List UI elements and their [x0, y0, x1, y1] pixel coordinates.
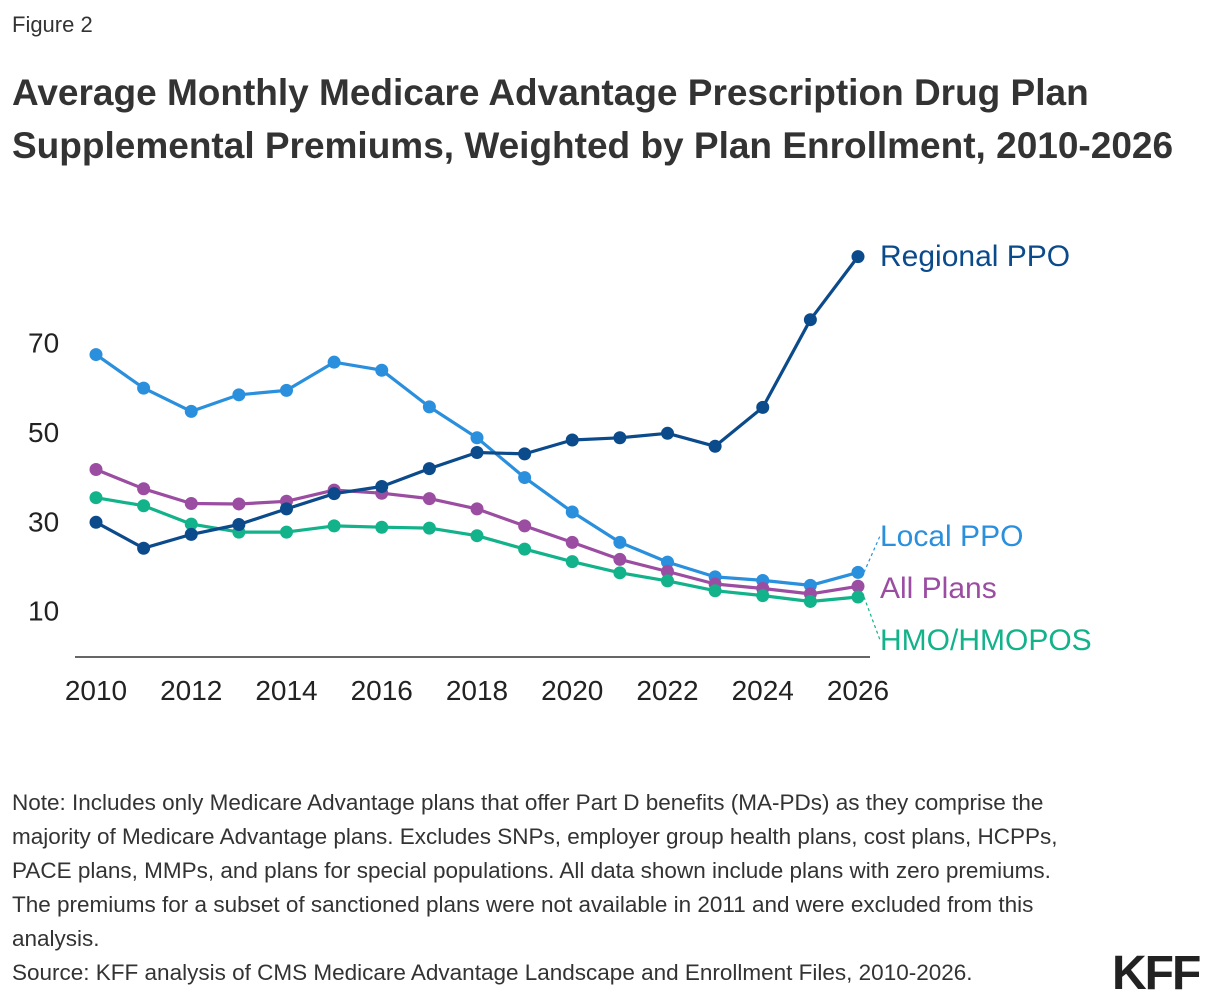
series-local-ppo: [89, 348, 865, 592]
label-leader-local-ppo: [863, 535, 881, 573]
data-point-local-ppo: [232, 388, 246, 402]
data-point-all-plans: [661, 564, 674, 578]
x-tick-label: 2014: [255, 675, 317, 706]
data-point-local-ppo: [184, 404, 198, 418]
y-tick-label: 70: [28, 327, 59, 358]
data-point-regional-ppo: [137, 541, 151, 555]
data-point-regional-ppo: [89, 515, 103, 529]
data-point-regional-ppo: [470, 446, 484, 460]
x-tick-label: 2022: [636, 675, 698, 706]
data-point-hmo-hmopos: [422, 521, 436, 535]
data-point-hmo-hmopos: [470, 529, 484, 543]
data-point-all-plans: [565, 535, 579, 549]
series-label-all-plans: All Plans: [880, 572, 997, 605]
data-point-all-plans: [851, 579, 865, 593]
data-point-all-plans: [613, 552, 627, 566]
data-point-regional-ppo: [184, 527, 198, 541]
data-point-all-plans: [518, 519, 532, 533]
chart-title: Average Monthly Medicare Advantage Presc…: [12, 72, 1174, 166]
data-point-hmo-hmopos: [613, 566, 627, 580]
series-all-plans: [89, 463, 865, 601]
data-point-local-ppo: [89, 348, 103, 362]
data-point-local-ppo: [661, 555, 674, 569]
data-point-hmo-hmopos: [851, 590, 865, 604]
x-tick-label: 2024: [732, 675, 794, 706]
data-point-regional-ppo: [375, 480, 389, 494]
x-axis: 2010 2012 2014 2016 2018 2020 2022 2024 2026: [65, 675, 889, 706]
data-point-regional-ppo: [708, 439, 722, 453]
data-point-local-ppo: [137, 381, 151, 395]
data-point-all-plans: [422, 492, 436, 506]
data-point-all-plans: [137, 482, 151, 496]
data-point-hmo-hmopos: [518, 542, 532, 556]
data-point-all-plans: [232, 497, 246, 511]
x-tick-label: 2010: [65, 675, 127, 706]
data-point-hmo-hmopos: [661, 574, 674, 588]
series-label-hmo-hmopos: HMO/HMOPOS: [880, 624, 1092, 657]
label-leader-hmo-hmopos: [863, 596, 881, 641]
data-point-local-ppo: [422, 400, 436, 414]
chart-note: Note: Includes only Medicare Advantage p…: [12, 790, 1058, 951]
x-tick-label: 2016: [351, 675, 413, 706]
data-point-hmo-hmopos: [375, 520, 389, 534]
data-point-local-ppo: [280, 383, 293, 397]
x-tick-label: 2012: [160, 675, 222, 706]
series-label-local-ppo: Local PPO: [880, 520, 1023, 553]
data-point-all-plans: [89, 463, 103, 477]
data-point-local-ppo: [518, 471, 532, 485]
data-point-regional-ppo: [232, 518, 246, 532]
series-line-local-ppo: [95, 353, 859, 587]
data-point-hmo-hmopos: [756, 589, 770, 603]
data-point-regional-ppo: [613, 431, 627, 445]
data-point-regional-ppo: [851, 250, 865, 264]
data-point-local-ppo: [565, 505, 579, 519]
y-tick-label: 30: [28, 506, 59, 537]
data-point-local-ppo: [327, 355, 341, 369]
series-labels: Regional PPO Local PPO All Plans HMO/HMOPOS: [863, 240, 1092, 657]
series-label-regional-ppo: Regional PPO: [880, 240, 1070, 273]
data-point-regional-ppo: [756, 400, 770, 414]
line-chart: 10 30 50 70 2010 2012 2014 2016 2018 2020 2022 202…: [28, 240, 1092, 706]
chart-source: Source: KFF analysis of CMS Medicare Adv…: [12, 960, 973, 985]
data-point-regional-ppo: [518, 447, 532, 461]
data-point-all-plans: [470, 502, 484, 516]
data-point-hmo-hmopos: [280, 525, 293, 539]
x-tick-label: 2020: [541, 675, 603, 706]
data-point-hmo-hmopos: [708, 584, 722, 598]
x-tick-label: 2018: [446, 675, 508, 706]
y-tick-label: 10: [28, 596, 59, 627]
data-point-regional-ppo: [803, 313, 817, 327]
data-point-local-ppo: [375, 363, 389, 377]
figure-label: Figure 2: [12, 12, 93, 37]
data-point-hmo-hmopos: [803, 594, 817, 608]
data-point-regional-ppo: [565, 433, 579, 447]
x-tick-label: 2026: [827, 675, 889, 706]
series-lines: [89, 250, 865, 608]
data-point-hmo-hmopos: [184, 517, 198, 531]
data-point-local-ppo: [613, 535, 627, 549]
kff-logo: KFF: [1112, 947, 1201, 1000]
data-point-regional-ppo: [327, 487, 341, 501]
data-point-hmo-hmopos: [137, 499, 151, 513]
series-regional-ppo: [89, 250, 865, 555]
data-point-local-ppo: [470, 431, 484, 445]
data-point-regional-ppo: [661, 426, 674, 440]
y-axis: 10 30 50 70: [28, 327, 59, 626]
data-point-regional-ppo: [280, 502, 293, 516]
data-point-hmo-hmopos: [327, 519, 341, 533]
data-point-local-ppo: [851, 565, 865, 579]
data-point-regional-ppo: [422, 462, 436, 476]
data-point-hmo-hmopos: [89, 491, 103, 505]
data-point-hmo-hmopos: [565, 555, 579, 569]
data-point-all-plans: [184, 497, 198, 511]
y-tick-label: 50: [28, 417, 59, 448]
